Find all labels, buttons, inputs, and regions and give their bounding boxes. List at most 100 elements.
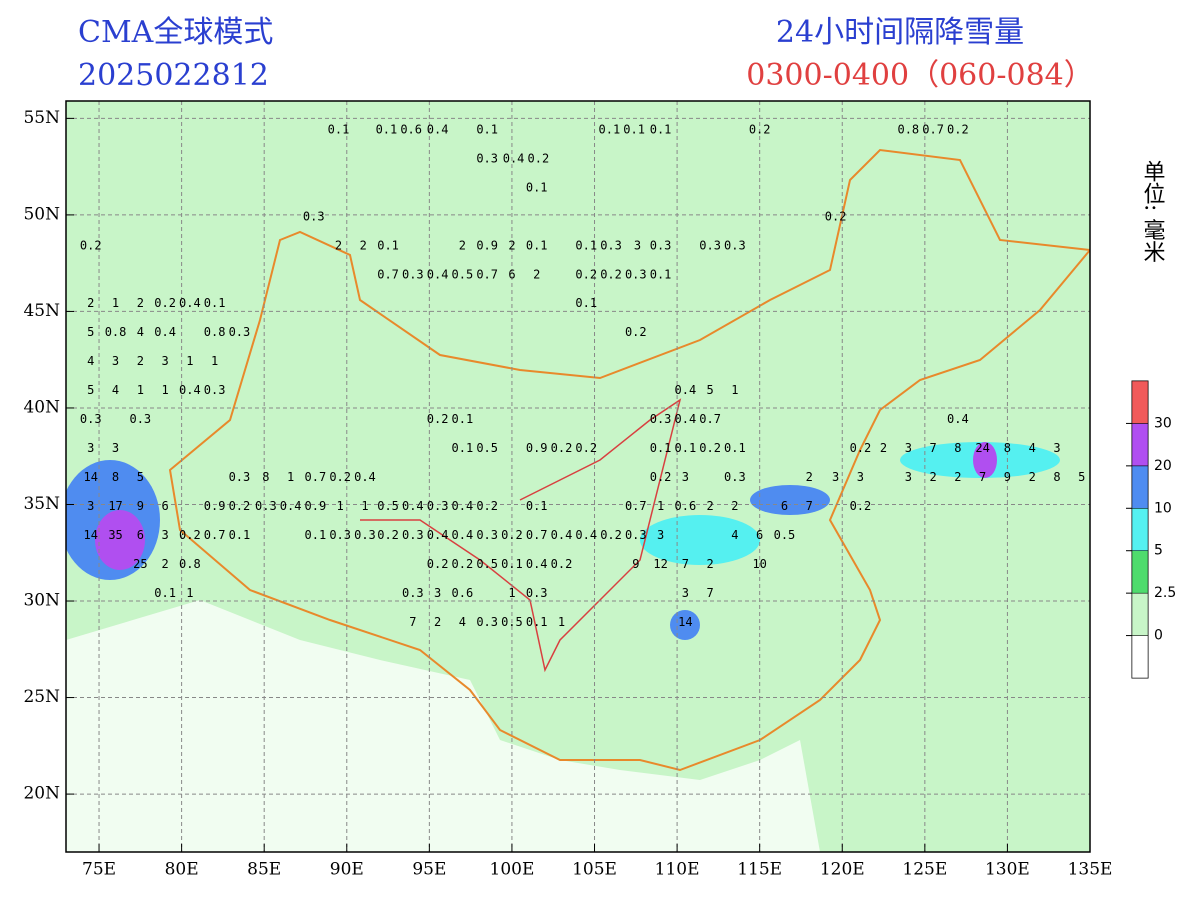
station-value: 0.2 bbox=[427, 412, 449, 426]
colorbar-swatch bbox=[1131, 465, 1149, 509]
station-value: 0.1 bbox=[650, 267, 672, 281]
station-value: 1 bbox=[161, 383, 168, 397]
station-value: 6 bbox=[137, 528, 144, 542]
station-value: 0.1 bbox=[575, 238, 597, 252]
station-value: 2 bbox=[707, 499, 714, 513]
station-value: 8 bbox=[262, 470, 269, 484]
snow-blob bbox=[973, 442, 997, 478]
x-tick-label: 100E bbox=[490, 860, 535, 880]
station-value: 7 bbox=[409, 615, 416, 629]
station-value: 14 bbox=[84, 528, 98, 542]
station-value: 0.2 bbox=[377, 528, 399, 542]
station-value: 0.4 bbox=[575, 528, 597, 542]
station-value: 35 bbox=[108, 528, 122, 542]
station-value: 4 bbox=[459, 615, 466, 629]
station-value: 0.6 bbox=[675, 499, 697, 513]
x-tick-label: 130E bbox=[985, 860, 1030, 880]
y-tick-label: 30N bbox=[23, 591, 60, 611]
map-area: 0.1 0.1 0.6 0.4 0.1 0.1 0.1 0.1 0.2 0.8 0.7 0.20.3 0… bbox=[66, 101, 1090, 852]
station-value: 1 bbox=[186, 586, 193, 600]
station-value: 8 bbox=[112, 470, 119, 484]
station-value: 0.1 bbox=[154, 586, 176, 600]
station-value: 0.3 bbox=[329, 528, 351, 542]
station-value: 0.3 bbox=[476, 151, 498, 165]
x-tick-label: 90E bbox=[330, 860, 364, 880]
station-value: 3 bbox=[832, 470, 839, 484]
station-value: 0.3 bbox=[229, 470, 251, 484]
station-value: 2 bbox=[954, 470, 961, 484]
unit-label: 单位: 毫米 bbox=[1140, 160, 1166, 263]
station-value: 0.4 bbox=[179, 383, 201, 397]
station-value: 0.7 bbox=[526, 528, 548, 542]
station-value: 5 bbox=[87, 383, 94, 397]
station-value: 4 bbox=[112, 383, 119, 397]
station-value: 0.1 bbox=[452, 412, 474, 426]
station-value: 0.1 bbox=[526, 238, 548, 252]
station-value: 0.3 bbox=[699, 238, 721, 252]
colorbar-swatch bbox=[1131, 423, 1149, 467]
station-value: 0.2 bbox=[179, 528, 201, 542]
y-tick-label: 50N bbox=[23, 204, 60, 224]
x-tick-label: 135E bbox=[1068, 860, 1113, 880]
station-value: 1 bbox=[287, 470, 294, 484]
y-tick-label: 40N bbox=[23, 397, 60, 417]
station-value: 0.6 bbox=[452, 586, 474, 600]
station-value: 2 bbox=[880, 441, 887, 455]
station-value: 0.1 bbox=[377, 238, 399, 252]
station-value: 0.5 bbox=[476, 557, 498, 571]
station-value: 2 bbox=[137, 296, 144, 310]
station-value: 0.1 bbox=[501, 557, 523, 571]
station-value: 0.3 bbox=[476, 615, 498, 629]
station-value: 7 bbox=[929, 441, 936, 455]
station-value: 0.1 bbox=[526, 615, 548, 629]
x-tick-label: 125E bbox=[902, 860, 947, 880]
station-value: 7 bbox=[806, 499, 813, 513]
station-value: 4 bbox=[1029, 441, 1036, 455]
station-value: 9 bbox=[137, 499, 144, 513]
station-value: 3 bbox=[905, 470, 912, 484]
station-value: 2 bbox=[161, 557, 168, 571]
station-value: 7 bbox=[707, 586, 714, 600]
station-value: 0.2 bbox=[850, 499, 872, 513]
station-value: 0.2 bbox=[551, 557, 573, 571]
station-value: 2 bbox=[87, 296, 94, 310]
colorbar-swatch bbox=[1131, 592, 1149, 636]
station-value: 0.4 bbox=[427, 122, 449, 136]
product-title: 24小时间隔降雪量 bbox=[776, 15, 1024, 50]
station-value: 0.7 bbox=[922, 122, 944, 136]
colorbar-label: 5 bbox=[1154, 543, 1163, 559]
station-value: 5 bbox=[1078, 470, 1085, 484]
station-value: 1 bbox=[508, 586, 515, 600]
station-value: 0.3 bbox=[650, 238, 672, 252]
station-value: 4 bbox=[137, 325, 144, 339]
station-value: 0.1 bbox=[575, 296, 597, 310]
x-tick-label: 95E bbox=[412, 860, 446, 880]
y-tick-label: 55N bbox=[23, 108, 60, 128]
station-value: 2 bbox=[508, 238, 515, 252]
colorbar-label: 30 bbox=[1154, 415, 1172, 431]
station-value: 1 bbox=[337, 499, 344, 513]
station-value: 0.2 bbox=[825, 209, 847, 223]
station-value: 12 bbox=[653, 557, 667, 571]
station-value: 0.6 bbox=[400, 122, 422, 136]
station-value: 0.4 bbox=[280, 499, 302, 513]
snow-blob bbox=[670, 610, 700, 640]
station-value: 0.3 bbox=[129, 412, 151, 426]
model-title: CMA全球模式 bbox=[78, 15, 273, 50]
station-value: 3 bbox=[634, 238, 641, 252]
y-tick-label: 45N bbox=[23, 301, 60, 321]
snow-blob bbox=[95, 510, 145, 570]
station-value: 0.7 bbox=[699, 412, 721, 426]
station-value: 0.1 bbox=[328, 122, 350, 136]
station-value: 3 bbox=[434, 586, 441, 600]
station-value: 0.9 bbox=[305, 499, 327, 513]
station-value: 0.2 bbox=[452, 557, 474, 571]
station-value: 0.3 bbox=[303, 209, 325, 223]
station-value: 0.2 bbox=[154, 296, 176, 310]
station-value: 0.1 bbox=[675, 441, 697, 455]
station-value: 9 bbox=[1004, 470, 1011, 484]
x-tick-label: 85E bbox=[247, 860, 281, 880]
station-value: 0.2 bbox=[947, 122, 969, 136]
station-value: 3 bbox=[682, 470, 689, 484]
station-value: 0.2 bbox=[80, 238, 102, 252]
